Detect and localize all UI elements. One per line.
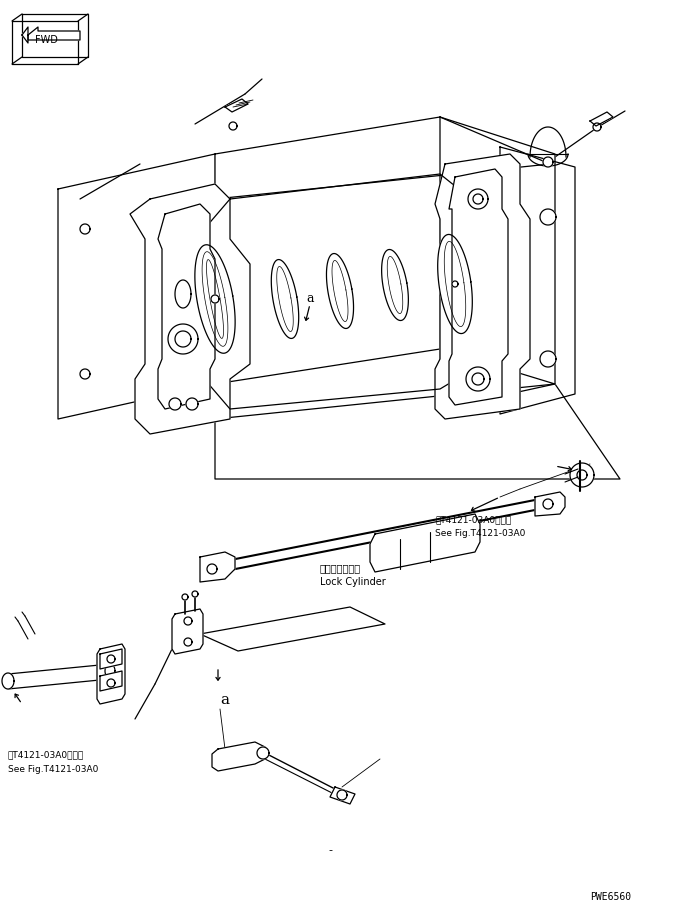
- Polygon shape: [440, 118, 555, 410]
- Polygon shape: [207, 261, 224, 339]
- Polygon shape: [215, 384, 620, 479]
- Polygon shape: [22, 15, 88, 58]
- Polygon shape: [107, 680, 115, 687]
- Polygon shape: [337, 790, 347, 800]
- Polygon shape: [184, 639, 192, 646]
- Polygon shape: [577, 470, 587, 480]
- Polygon shape: [444, 242, 466, 327]
- Polygon shape: [332, 261, 348, 322]
- Polygon shape: [330, 787, 355, 804]
- Polygon shape: [370, 515, 480, 572]
- Polygon shape: [438, 235, 473, 334]
- Polygon shape: [472, 374, 484, 385]
- Polygon shape: [593, 124, 601, 132]
- Polygon shape: [468, 189, 488, 210]
- Polygon shape: [158, 205, 215, 410]
- Polygon shape: [22, 28, 28, 44]
- Polygon shape: [105, 664, 115, 679]
- Polygon shape: [80, 370, 90, 380]
- Polygon shape: [130, 185, 250, 435]
- Polygon shape: [590, 113, 613, 127]
- Text: Lock Cylinder: Lock Cylinder: [320, 577, 386, 587]
- Polygon shape: [500, 148, 575, 415]
- Polygon shape: [28, 28, 80, 41]
- Polygon shape: [449, 169, 508, 405]
- Text: 第T4121-03A0図参照: 第T4121-03A0図参照: [435, 515, 511, 524]
- Polygon shape: [540, 352, 556, 368]
- Polygon shape: [435, 155, 530, 420]
- Polygon shape: [257, 747, 269, 759]
- Polygon shape: [8, 664, 110, 690]
- Polygon shape: [169, 399, 181, 411]
- Text: PWE6560: PWE6560: [590, 891, 631, 901]
- Polygon shape: [211, 296, 219, 303]
- Polygon shape: [192, 591, 198, 598]
- Polygon shape: [215, 350, 555, 420]
- Polygon shape: [570, 464, 594, 487]
- Text: FWD: FWD: [35, 35, 58, 45]
- Polygon shape: [2, 673, 14, 690]
- Polygon shape: [382, 251, 408, 322]
- Polygon shape: [466, 368, 490, 392]
- Polygon shape: [540, 210, 556, 226]
- Polygon shape: [215, 118, 550, 200]
- Polygon shape: [200, 552, 235, 582]
- Polygon shape: [543, 158, 553, 168]
- Polygon shape: [473, 195, 483, 205]
- Polygon shape: [168, 324, 198, 354]
- Polygon shape: [200, 175, 490, 410]
- Polygon shape: [212, 742, 265, 771]
- Polygon shape: [387, 257, 403, 314]
- Polygon shape: [184, 618, 192, 625]
- Polygon shape: [229, 123, 237, 131]
- Polygon shape: [175, 281, 191, 309]
- Text: a: a: [220, 692, 229, 706]
- Polygon shape: [207, 565, 217, 574]
- Text: See Fig.T4121-03A0: See Fig.T4121-03A0: [435, 529, 525, 537]
- Text: 第T4121-03A0図参照: 第T4121-03A0図参照: [8, 750, 84, 759]
- Polygon shape: [271, 261, 299, 339]
- Polygon shape: [535, 493, 565, 517]
- Text: See Fig.T4121-03A0: See Fig.T4121-03A0: [8, 763, 98, 773]
- Polygon shape: [172, 609, 203, 654]
- Polygon shape: [543, 499, 553, 509]
- Polygon shape: [175, 332, 191, 348]
- Text: ロックシリンダ: ロックシリンダ: [320, 562, 361, 572]
- Polygon shape: [452, 281, 458, 288]
- Polygon shape: [186, 399, 198, 411]
- Polygon shape: [225, 100, 248, 113]
- Polygon shape: [100, 671, 122, 691]
- Polygon shape: [202, 252, 228, 347]
- Text: -: -: [328, 844, 332, 855]
- Text: a: a: [306, 292, 314, 304]
- Polygon shape: [100, 650, 122, 670]
- Polygon shape: [58, 155, 215, 420]
- Polygon shape: [195, 245, 235, 353]
- Polygon shape: [182, 594, 188, 600]
- Polygon shape: [80, 225, 90, 235]
- Polygon shape: [327, 254, 353, 329]
- Polygon shape: [97, 644, 125, 704]
- Polygon shape: [277, 267, 293, 333]
- Polygon shape: [107, 655, 115, 663]
- Polygon shape: [200, 608, 385, 651]
